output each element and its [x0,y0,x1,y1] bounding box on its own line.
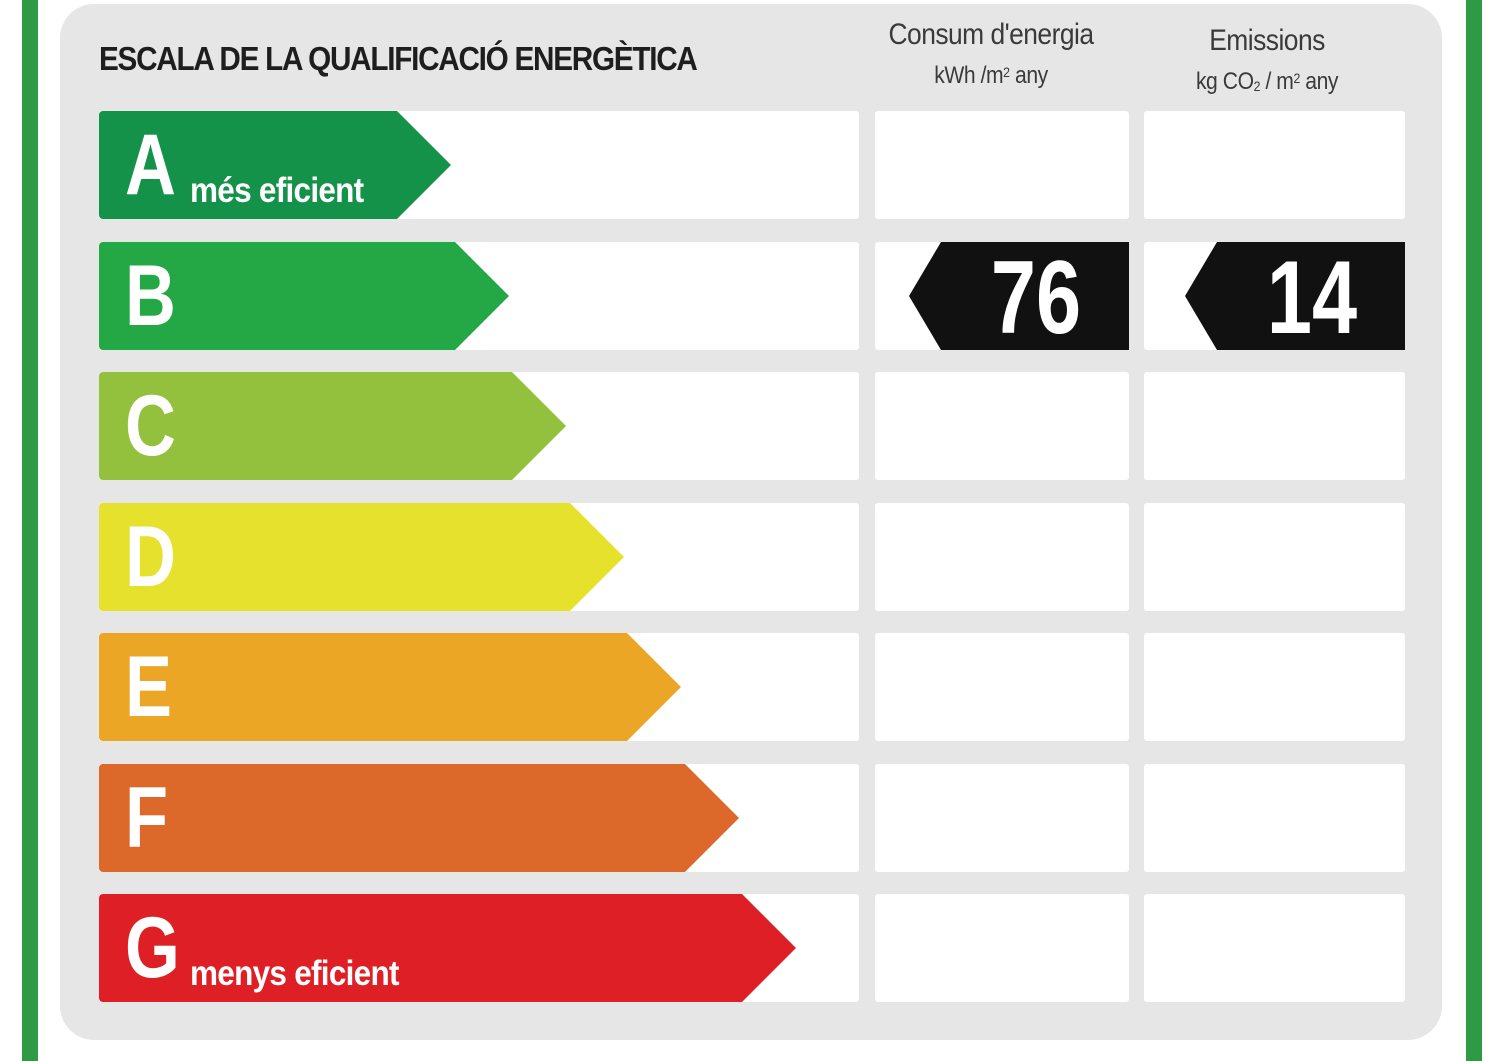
frame-left-border [22,0,38,1061]
emissions-column-header: Emissions kg CO2 / m2 any [1157,24,1377,96]
energy-header-unit: kWh /m2 any [934,62,1048,89]
rating-arrow-d: D [99,503,624,611]
emissions-header-label: Emissions [1209,24,1325,57]
emissions-cell [1144,111,1405,219]
emissions-cell [1144,633,1405,741]
energy-column-header: Consum d'energia kWh /m2 any [885,18,1096,90]
emissions-header-unit: kg CO2 / m2 any [1195,68,1339,95]
energy-cell [875,894,1129,1002]
emissions-value: 14 [1266,240,1358,356]
scale-title: ESCALA DE LA QUALIFICACIÓ ENERGÈTICA [99,40,698,77]
rating-letter: D [125,509,176,605]
emissions-cell [1144,894,1405,1002]
emissions-value-badge: 14 [1185,242,1405,350]
rating-label: menys eficient [190,954,399,993]
emissions-cell [1144,503,1405,611]
rating-letter: C [125,378,176,474]
rating-arrow-c: C [99,372,566,480]
energy-cell [875,111,1129,219]
energy-cell [875,503,1129,611]
energy-value: 76 [990,240,1082,356]
rating-letter: F [125,770,169,866]
energy-cell [875,633,1129,741]
emissions-cell [1144,372,1405,480]
frame-right-border [1466,0,1482,1061]
energy-value-badge: 76 [909,242,1129,350]
emissions-cell [1144,764,1405,872]
rating-letter: A [125,117,176,213]
energy-cell [875,372,1129,480]
rating-letter: G [125,900,180,996]
rating-label: més eficient [190,171,364,210]
rating-letter: B [125,248,176,344]
energy-cell [875,764,1129,872]
rating-arrow-b: B [99,242,509,350]
rating-letter: E [125,639,173,735]
rating-arrow-e: E [99,633,681,741]
energy-header-label: Consum d'energia [888,18,1095,51]
rating-arrow-f: F [99,764,739,872]
